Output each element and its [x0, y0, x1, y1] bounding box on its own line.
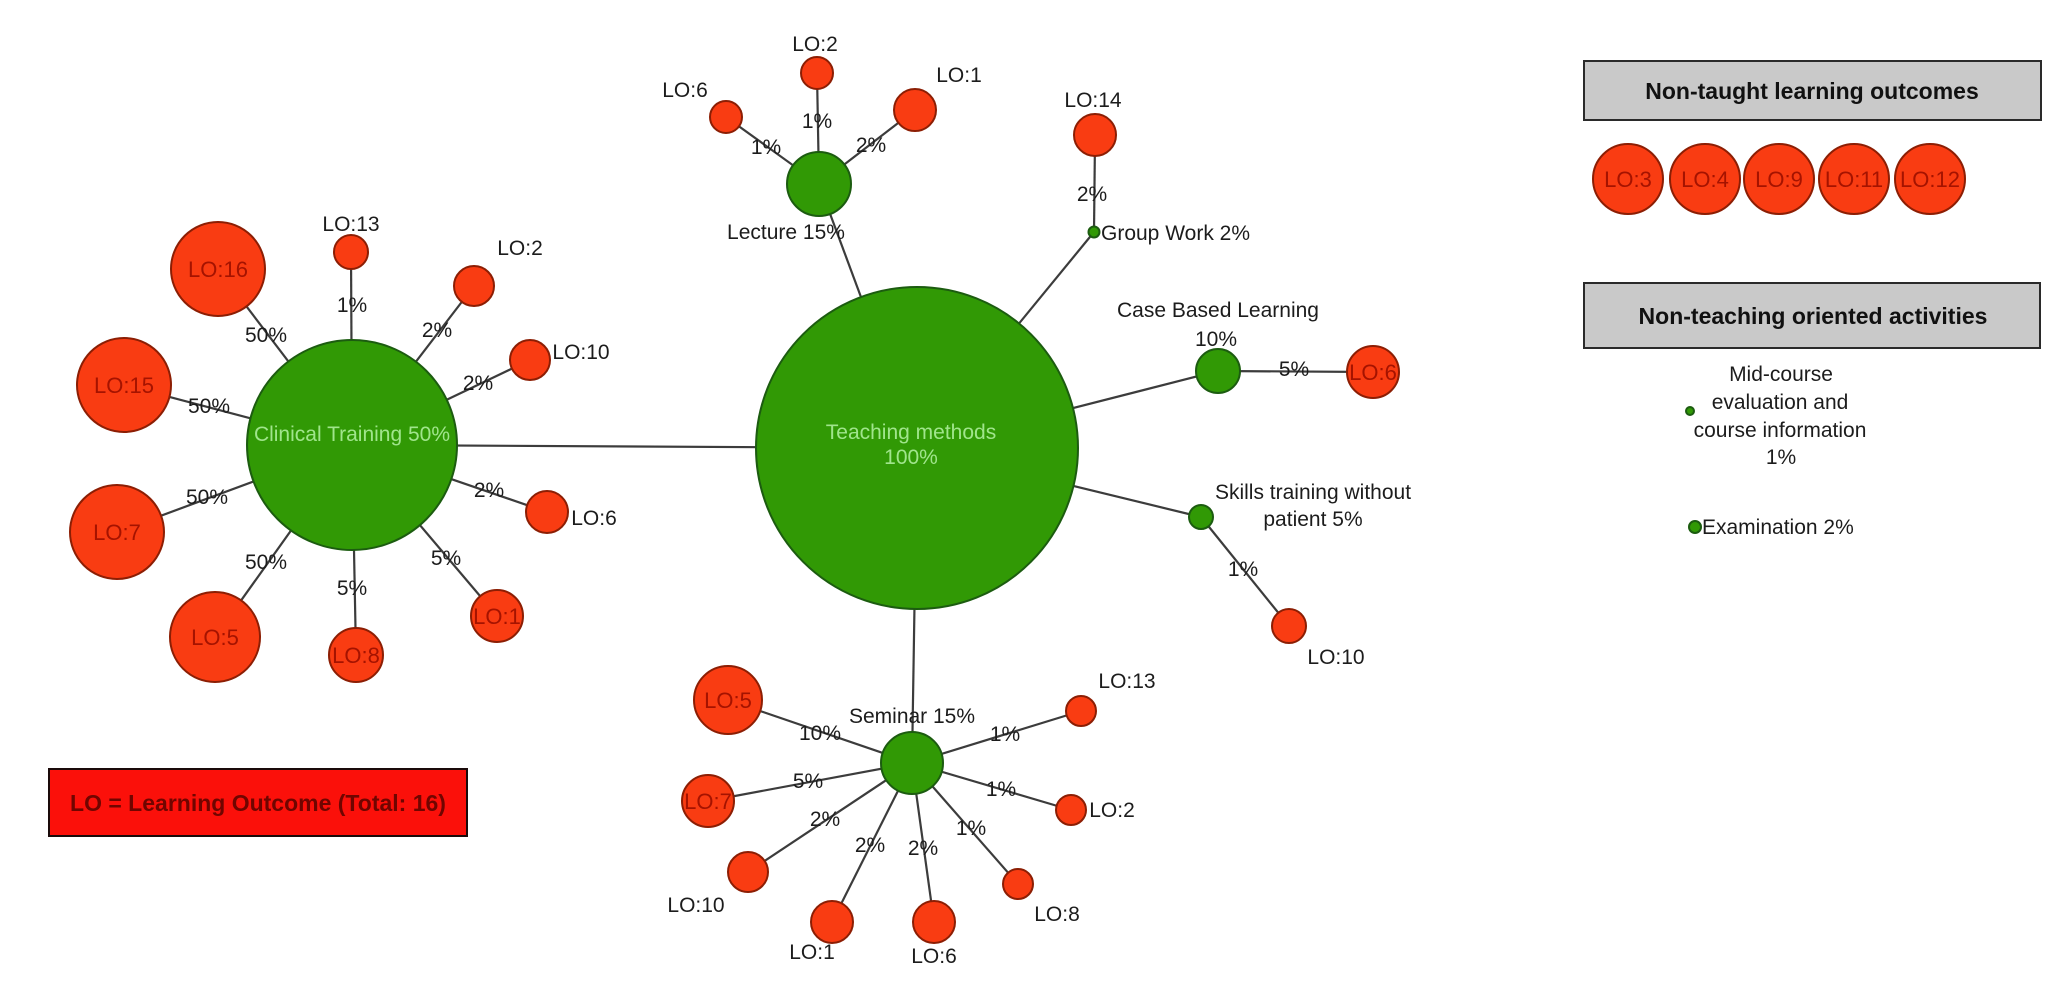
svg-text:Lecture 15%: Lecture 15% [727, 221, 845, 244]
svg-text:1%: 1% [337, 294, 367, 317]
svg-text:2%: 2% [855, 834, 885, 857]
svg-text:LO:10: LO:10 [667, 894, 724, 917]
svg-text:1%: 1% [990, 723, 1020, 746]
svg-text:LO:12: LO:12 [1900, 167, 1960, 192]
svg-text:course information: course information [1694, 419, 1867, 442]
svg-text:LO:11: LO:11 [1825, 167, 1883, 192]
svg-text:LO:1: LO:1 [936, 64, 982, 87]
svg-text:5%: 5% [1279, 358, 1309, 381]
svg-text:LO:5: LO:5 [191, 625, 239, 650]
svg-text:5%: 5% [337, 577, 367, 600]
svg-text:50%: 50% [245, 324, 287, 347]
svg-text:LO:8: LO:8 [1034, 903, 1080, 926]
svg-text:LO:3: LO:3 [1604, 167, 1652, 192]
svg-text:10%: 10% [799, 722, 841, 745]
svg-text:LO:5: LO:5 [704, 688, 752, 713]
svg-text:LO:6: LO:6 [1349, 360, 1397, 385]
svg-text:50%: 50% [188, 395, 230, 418]
svg-text:LO:13: LO:13 [1098, 670, 1155, 693]
svg-text:5%: 5% [431, 547, 461, 570]
svg-text:Case Based Learning: Case Based Learning [1117, 299, 1319, 322]
svg-text:Group Work 2%: Group Work 2% [1101, 222, 1250, 245]
svg-text:50%: 50% [186, 486, 228, 509]
svg-text:1%: 1% [956, 817, 986, 840]
svg-text:2%: 2% [810, 808, 840, 831]
svg-text:1%: 1% [751, 136, 781, 159]
svg-text:LO:8: LO:8 [332, 643, 380, 668]
svg-text:evaluation and: evaluation and [1712, 391, 1849, 414]
svg-text:1%: 1% [802, 110, 832, 133]
svg-text:patient 5%: patient 5% [1263, 508, 1362, 531]
svg-text:LO:7: LO:7 [93, 520, 141, 545]
svg-text:LO:7: LO:7 [684, 789, 732, 814]
svg-text:2%: 2% [1077, 183, 1107, 206]
svg-text:LO:1: LO:1 [473, 604, 521, 629]
svg-text:LO:16: LO:16 [188, 257, 248, 282]
svg-text:LO:2: LO:2 [497, 237, 543, 260]
svg-text:1%: 1% [1766, 446, 1796, 469]
svg-text:LO:10: LO:10 [552, 341, 609, 364]
svg-text:LO:9: LO:9 [1755, 167, 1803, 192]
svg-text:LO:6: LO:6 [571, 507, 617, 530]
svg-text:LO:6: LO:6 [662, 79, 708, 102]
svg-text:2%: 2% [908, 837, 938, 860]
svg-text:Non-teaching oriented activiti: Non-teaching oriented activities [1639, 303, 1988, 329]
svg-text:Non-taught learning outcomes: Non-taught learning outcomes [1645, 78, 1979, 104]
svg-text:LO:2: LO:2 [792, 33, 838, 56]
svg-text:LO:4: LO:4 [1681, 167, 1729, 192]
svg-text:2%: 2% [463, 372, 493, 395]
svg-text:LO:13: LO:13 [322, 213, 379, 236]
svg-text:10%: 10% [1195, 328, 1237, 351]
svg-text:LO:10: LO:10 [1307, 646, 1364, 669]
svg-text:1%: 1% [986, 778, 1016, 801]
svg-text:Examination 2%: Examination 2% [1702, 516, 1854, 539]
svg-text:LO:15: LO:15 [94, 373, 154, 398]
svg-text:LO = Learning Outcome (Total:: LO = Learning Outcome (Total: 16) [70, 790, 446, 816]
svg-text:LO:2: LO:2 [1089, 799, 1135, 822]
svg-text:Mid-course: Mid-course [1729, 363, 1833, 386]
svg-text:1%: 1% [1228, 558, 1258, 581]
svg-text:LO:14: LO:14 [1064, 89, 1122, 112]
svg-text:LO:6: LO:6 [911, 945, 957, 968]
svg-text:5%: 5% [793, 770, 823, 793]
svg-text:2%: 2% [856, 134, 886, 157]
svg-text:Skills training without: Skills training without [1215, 481, 1411, 504]
svg-text:Clinical Training 50%: Clinical Training 50% [254, 423, 450, 446]
svg-text:2%: 2% [474, 479, 504, 502]
svg-text:Seminar 15%: Seminar 15% [849, 705, 975, 728]
svg-text:Teaching methods: Teaching methods [826, 421, 996, 444]
svg-text:100%: 100% [884, 446, 938, 469]
svg-text:2%: 2% [422, 319, 452, 342]
svg-text:LO:1: LO:1 [789, 941, 835, 964]
svg-text:50%: 50% [245, 551, 287, 574]
